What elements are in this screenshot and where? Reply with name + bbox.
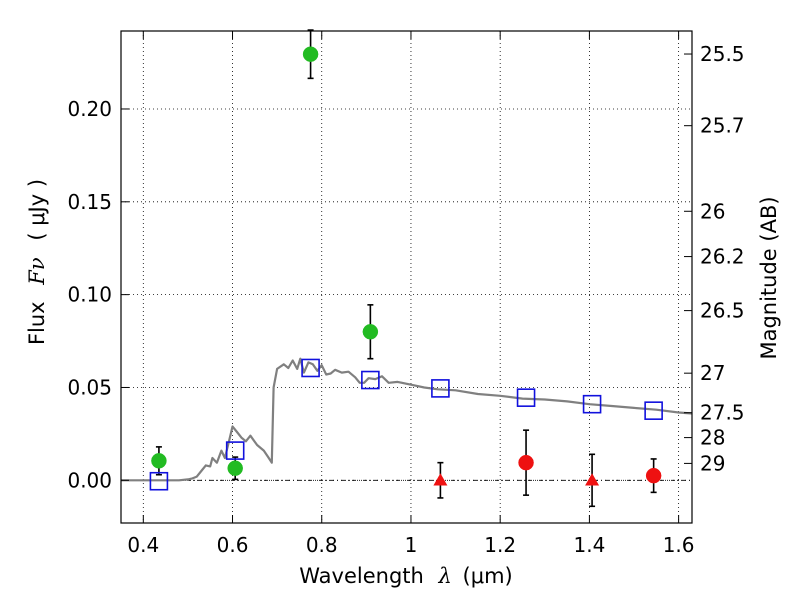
data-point	[227, 460, 243, 476]
model-curve-group	[121, 357, 693, 482]
y2-tick-label: 26.5	[700, 299, 745, 323]
model-point-square	[361, 370, 380, 390]
y-axis-label: Flux Fν ( μJy )	[25, 179, 49, 345]
x-tick-label: 1	[405, 533, 418, 557]
x-tick-label: 0.4	[127, 533, 159, 557]
y-axis-label-symbol: Fν	[25, 257, 49, 286]
y2-tick-label: 29	[700, 451, 725, 475]
x-axis-label: Wavelength λ (μm)	[299, 564, 512, 588]
y-axis-label-unit: ( μJy )	[25, 179, 49, 241]
x-axis-label-text: Wavelength	[299, 564, 424, 588]
grid-lines	[121, 31, 692, 523]
x-ticks: 0.4 0.6 0.8 1 1.2 1.4 1.6	[127, 31, 695, 557]
x-tick-label: 0.6	[217, 533, 249, 557]
data-point	[151, 453, 167, 469]
y-ticks: 0.00 0.05 0.10 0.15 0.20	[67, 97, 129, 492]
x-axis-label-unit: (μm)	[463, 564, 513, 588]
data-point	[645, 467, 662, 484]
y-tick-label: 0.20	[67, 97, 112, 121]
y2-tick-label: 27.5	[700, 401, 745, 425]
model-point-square	[431, 379, 450, 398]
model-point-square	[516, 388, 536, 407]
y2-tick-label: 27	[700, 361, 725, 385]
y2-tick-label: 25.5	[700, 42, 745, 66]
x-axis-label-symbol: λ	[438, 564, 452, 588]
data-point	[362, 324, 379, 340]
data-point	[518, 454, 534, 471]
x-tick-label: 1.4	[573, 533, 605, 557]
markers	[149, 46, 663, 491]
y-tick-label: 0.00	[67, 468, 112, 492]
y-tick-label: 0.15	[67, 190, 112, 214]
y2-tick-label: 25.7	[700, 114, 745, 138]
model-point-square	[301, 358, 320, 378]
plot-frame	[120, 30, 693, 524]
x-tick-label: 1.2	[484, 533, 516, 557]
x-tick-label: 0.8	[306, 533, 338, 557]
model-point-square	[582, 394, 602, 414]
y2-tick-label: 28	[700, 426, 725, 450]
data-point-triangle	[433, 473, 448, 486]
y2-tick-label: 26.2	[700, 245, 745, 269]
model-point-square	[149, 471, 169, 491]
y2-axis-label: Magnitude (AB)	[757, 196, 781, 359]
x-tick-label: 1.6	[663, 533, 695, 557]
model-curve	[121, 357, 693, 482]
y-tick-label: 0.10	[67, 283, 112, 307]
data-point	[302, 46, 319, 62]
y2-tick-label: 26	[700, 199, 725, 223]
model-point-square	[644, 401, 663, 420]
data-point-triangle	[585, 473, 600, 486]
model-point-square	[225, 441, 245, 460]
y-tick-label: 0.05	[67, 375, 112, 399]
y-axis-label-text: Flux	[25, 301, 49, 345]
